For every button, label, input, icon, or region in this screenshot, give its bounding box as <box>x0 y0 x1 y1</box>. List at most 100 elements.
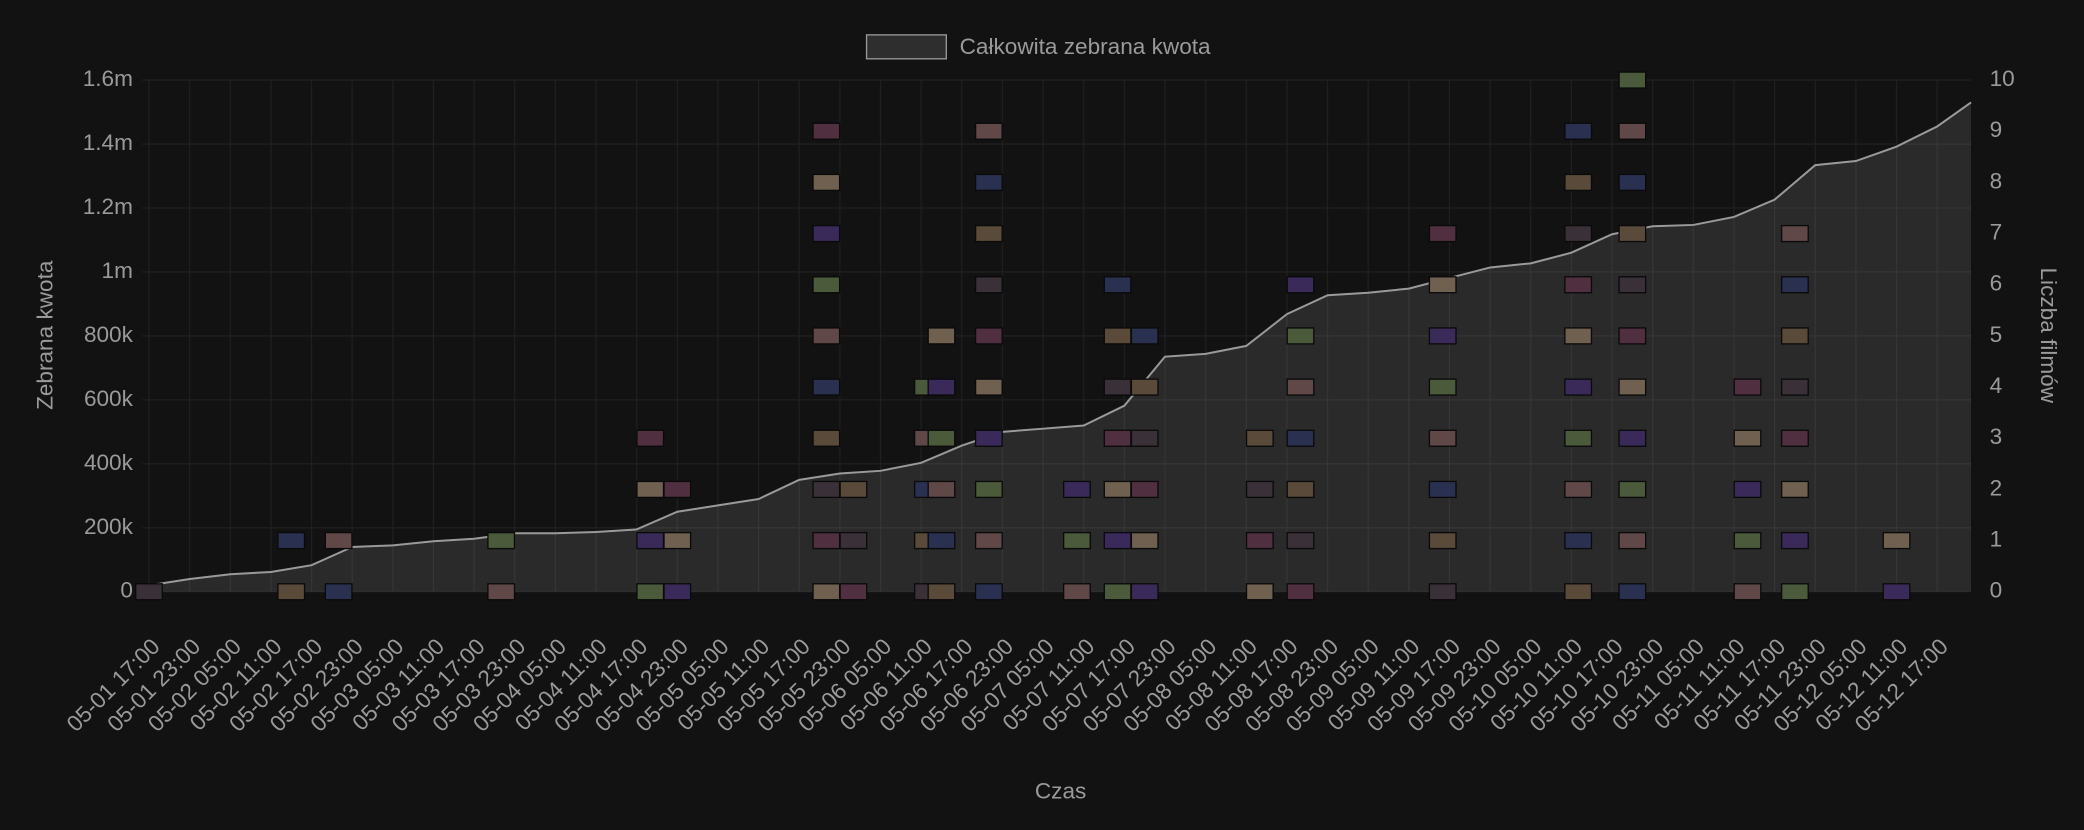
y2-tick-label: 4 <box>1990 373 2003 398</box>
film-thumbnail <box>663 583 692 601</box>
film-thumbnail <box>1062 531 1091 550</box>
film-thumbnail <box>1733 531 1762 550</box>
film-thumbnail <box>1286 429 1315 447</box>
film-thumbnail <box>1103 531 1132 550</box>
film-thumbnail <box>974 429 1003 447</box>
film-thumbnail <box>1130 480 1159 499</box>
film-stack <box>324 531 353 601</box>
film-thumbnail <box>839 480 868 499</box>
film-thumbnail <box>927 429 956 447</box>
y-axis-title: Zebrana kwota <box>32 260 57 410</box>
film-thumbnail <box>1428 583 1457 601</box>
film-thumbnail <box>812 480 841 499</box>
film-thumbnail <box>1245 583 1274 601</box>
film-thumbnail <box>1618 583 1647 601</box>
film-thumbnail <box>1130 583 1159 601</box>
film-thumbnail <box>1428 327 1457 345</box>
film-stack <box>1062 480 1091 601</box>
film-thumbnail <box>1103 327 1132 345</box>
y-tick-label: 200k <box>84 514 134 539</box>
film-thumbnail <box>487 583 516 601</box>
film-stack <box>487 531 516 601</box>
y2-tick-label: 7 <box>1990 220 2003 245</box>
y2-tick-label: 6 <box>1990 271 2003 296</box>
film-thumbnail <box>1780 224 1809 243</box>
film-thumbnail <box>1103 429 1132 447</box>
film-thumbnail <box>1780 583 1809 601</box>
film-stack <box>1130 327 1159 601</box>
film-stack <box>277 531 306 601</box>
film-thumbnail <box>324 583 353 601</box>
film-thumbnail <box>1564 429 1593 447</box>
y-tick-label: 1m <box>102 258 133 283</box>
film-thumbnail <box>1564 378 1593 396</box>
film-thumbnail <box>1780 276 1809 294</box>
y2-tick-label: 1 <box>1990 527 2003 552</box>
film-thumbnail <box>487 531 516 550</box>
film-stack <box>1780 224 1809 601</box>
film-thumbnail <box>1062 583 1091 601</box>
film-thumbnail <box>1564 224 1593 243</box>
film-thumbnail <box>974 531 1003 550</box>
film-thumbnail <box>927 480 956 499</box>
film-thumbnail <box>1618 173 1647 192</box>
film-thumbnail <box>1564 122 1593 140</box>
film-thumbnail <box>1245 531 1274 550</box>
y2-tick-label: 5 <box>1990 322 2003 347</box>
film-thumbnail <box>636 583 665 601</box>
film-thumbnail <box>1564 583 1593 601</box>
film-thumbnail <box>1286 327 1315 345</box>
film-thumbnail <box>1245 480 1274 499</box>
film-thumbnail <box>812 378 841 396</box>
y2-tick-label: 0 <box>1990 578 2003 603</box>
film-thumbnail <box>1564 327 1593 345</box>
film-thumbnail <box>636 531 665 550</box>
film-thumbnail <box>1103 276 1132 294</box>
film-thumbnail <box>974 583 1003 601</box>
film-thumbnail <box>277 583 306 601</box>
film-thumbnail <box>812 583 841 601</box>
film-thumbnail <box>1618 224 1647 243</box>
film-thumbnail <box>636 480 665 499</box>
film-thumbnail <box>927 531 956 550</box>
film-thumbnail <box>927 378 956 396</box>
film-stack <box>663 480 692 601</box>
film-thumbnail <box>974 327 1003 345</box>
film-thumbnail <box>1618 429 1647 447</box>
film-thumbnail <box>277 531 306 550</box>
y-tick-label: 1.2m <box>83 194 133 219</box>
film-stack <box>812 122 841 601</box>
film-thumbnail <box>1130 429 1159 447</box>
film-thumbnail <box>1286 480 1315 499</box>
film-thumbnail <box>812 276 841 294</box>
y-tick-label: 1.6m <box>83 66 133 91</box>
film-thumbnail <box>1780 480 1809 499</box>
y2-tick-label: 10 <box>1990 66 2015 91</box>
film-thumbnail <box>1780 378 1809 396</box>
film-thumbnail <box>1428 224 1457 243</box>
film-thumbnail <box>812 429 841 447</box>
film-thumbnail <box>1103 480 1132 499</box>
film-thumbnail <box>1564 276 1593 294</box>
film-stack <box>1733 378 1762 601</box>
film-stack <box>974 122 1003 601</box>
film-thumbnail <box>1130 531 1159 550</box>
film-thumbnail <box>812 173 841 192</box>
film-thumbnail <box>839 531 868 550</box>
film-thumbnail <box>839 583 868 601</box>
area-fill <box>148 102 1972 592</box>
film-thumbnail <box>1130 378 1159 396</box>
film-thumbnail <box>1286 378 1315 396</box>
y2-tick-label: 3 <box>1990 424 2003 449</box>
line <box>148 101 1972 587</box>
film-thumbnail <box>1618 531 1647 550</box>
x-axis-title: Czas <box>1035 778 1086 803</box>
legend-label: Całkowita zebrana kwota <box>960 34 1211 59</box>
film-thumbnail <box>927 583 956 601</box>
y2-tick-label: 9 <box>1990 117 2003 142</box>
film-thumbnail <box>1882 583 1911 601</box>
film-stack <box>839 480 868 601</box>
film-thumbnail <box>1245 429 1274 447</box>
